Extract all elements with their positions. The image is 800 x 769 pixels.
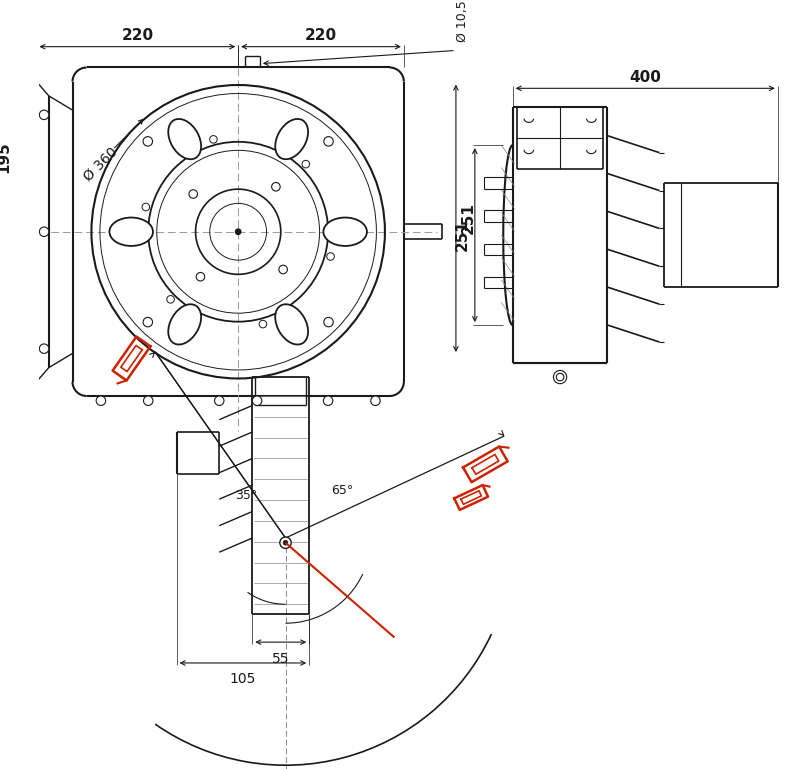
- Ellipse shape: [275, 119, 308, 159]
- Circle shape: [96, 396, 106, 405]
- Circle shape: [189, 190, 198, 198]
- Ellipse shape: [323, 218, 367, 246]
- Text: 220: 220: [305, 28, 337, 43]
- Circle shape: [279, 265, 287, 274]
- Ellipse shape: [110, 218, 153, 246]
- Circle shape: [554, 371, 566, 384]
- Circle shape: [210, 135, 218, 143]
- Text: 105: 105: [230, 672, 256, 687]
- Circle shape: [272, 182, 280, 191]
- Circle shape: [259, 321, 266, 328]
- Circle shape: [252, 396, 262, 405]
- Ellipse shape: [168, 305, 201, 345]
- Circle shape: [324, 137, 334, 146]
- Circle shape: [556, 373, 564, 381]
- Circle shape: [283, 541, 288, 545]
- Text: Ø 360: Ø 360: [81, 145, 120, 184]
- Circle shape: [39, 227, 49, 237]
- Circle shape: [323, 396, 333, 405]
- Circle shape: [143, 318, 153, 327]
- Text: 65°: 65°: [331, 484, 354, 498]
- Text: 220: 220: [122, 28, 154, 43]
- Text: 400: 400: [630, 69, 661, 85]
- Text: 55: 55: [272, 651, 290, 666]
- Circle shape: [370, 396, 380, 405]
- Text: 251: 251: [455, 219, 470, 251]
- Circle shape: [39, 110, 49, 119]
- Ellipse shape: [275, 305, 308, 345]
- Text: Ø 10,5: Ø 10,5: [456, 0, 469, 42]
- Circle shape: [302, 161, 310, 168]
- Text: 195: 195: [0, 141, 11, 172]
- Text: 251: 251: [461, 202, 476, 235]
- Circle shape: [324, 318, 334, 327]
- Circle shape: [142, 203, 150, 211]
- Circle shape: [235, 229, 241, 235]
- Circle shape: [143, 137, 153, 146]
- Circle shape: [39, 344, 49, 354]
- Circle shape: [166, 295, 174, 303]
- Ellipse shape: [168, 119, 201, 159]
- Circle shape: [143, 396, 153, 405]
- Circle shape: [196, 272, 205, 281]
- Text: 35°: 35°: [234, 489, 257, 502]
- Circle shape: [326, 253, 334, 260]
- Circle shape: [214, 396, 224, 405]
- Circle shape: [280, 537, 291, 548]
